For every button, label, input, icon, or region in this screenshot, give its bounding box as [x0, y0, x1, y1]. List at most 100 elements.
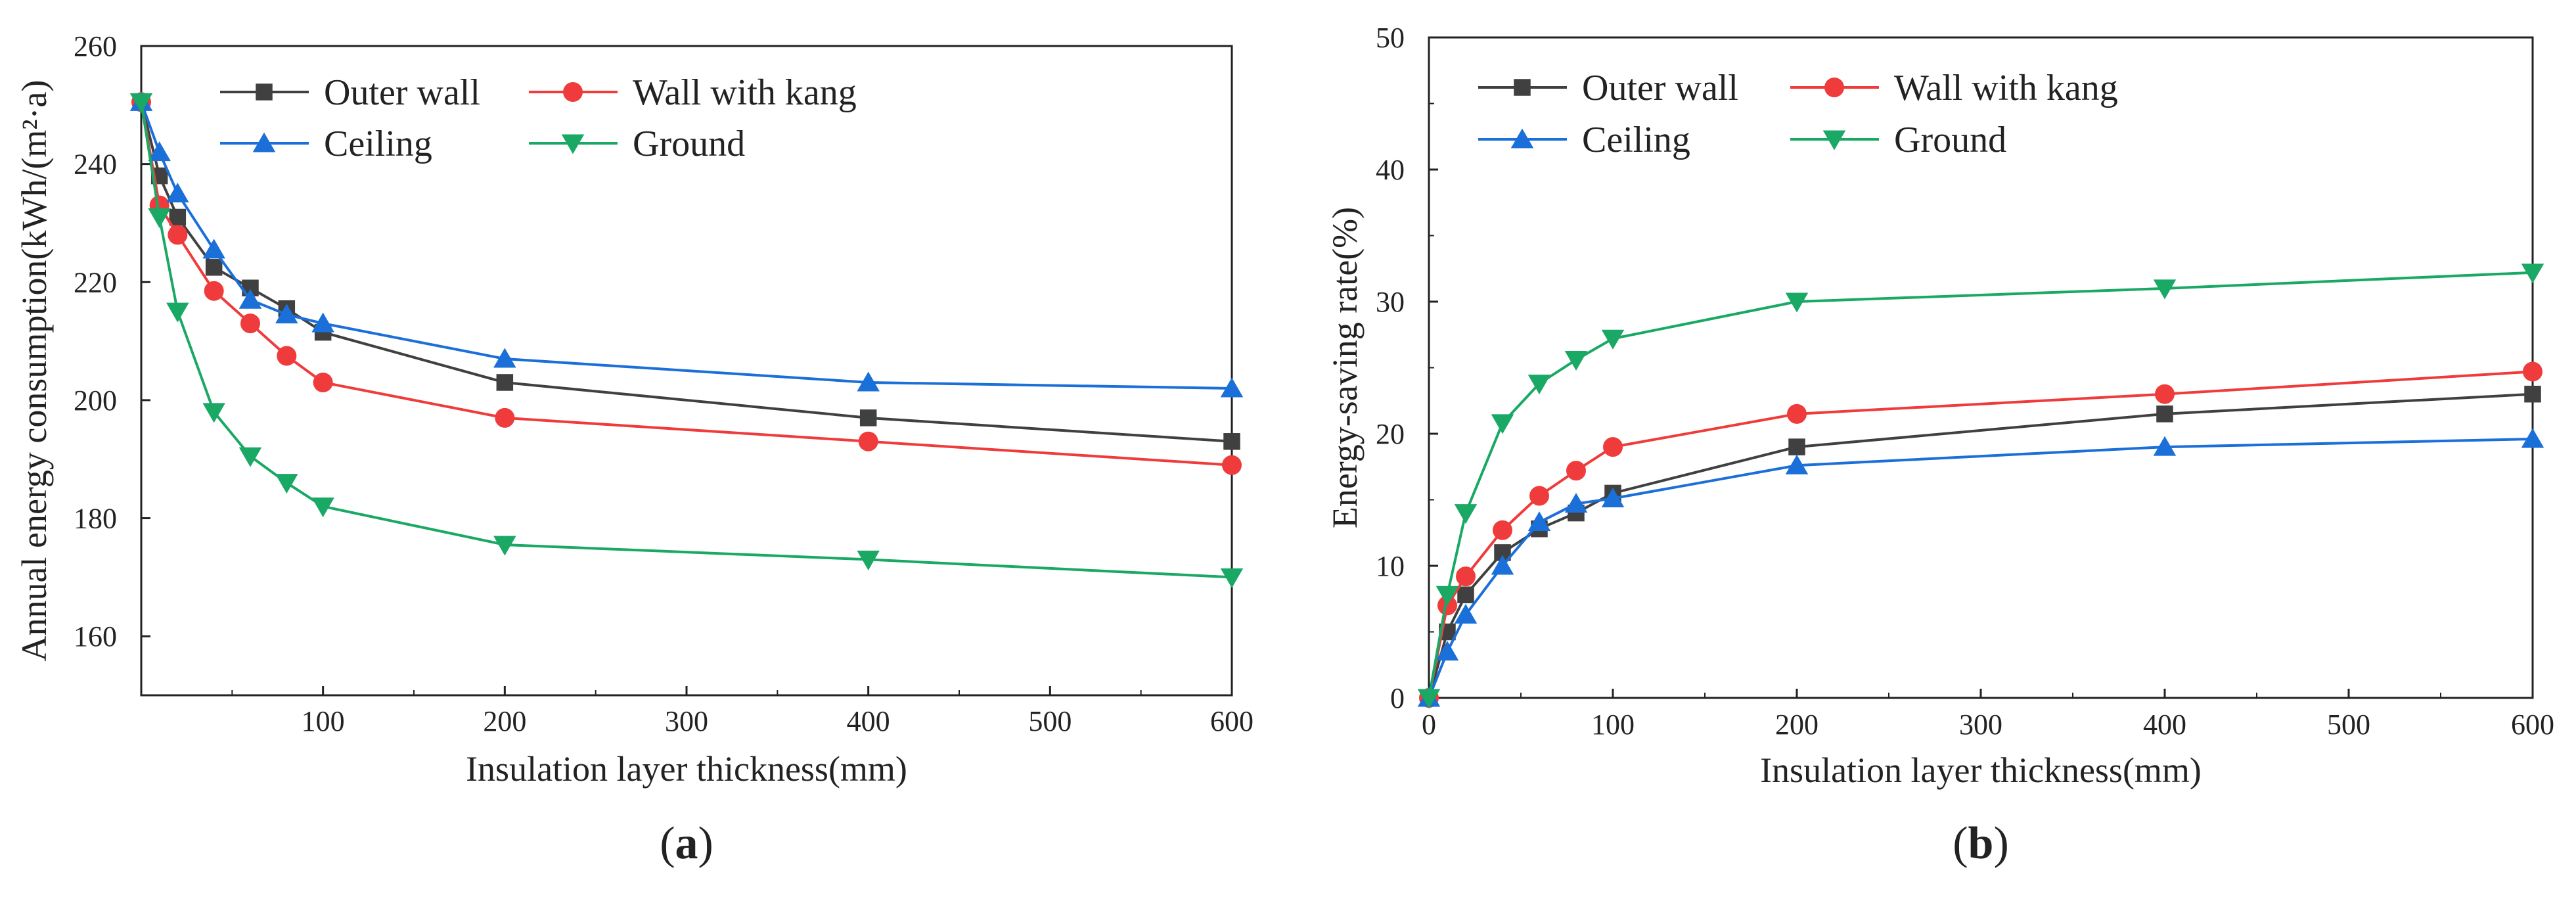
- data-point: [493, 348, 516, 368]
- data-point: [275, 474, 298, 494]
- data-point: [2153, 279, 2177, 300]
- y-tick-label: 260: [74, 30, 117, 62]
- legend-label: Outer wall: [324, 72, 480, 113]
- data-point: [1566, 461, 1586, 481]
- data-point: [1491, 414, 1514, 434]
- legend-item: Wall with kang: [1790, 68, 2118, 108]
- data-point: [858, 431, 878, 451]
- data-point: [1527, 511, 1551, 532]
- panel-label-open-paren: (: [660, 818, 675, 869]
- chart-panel-a: 100 200 300 400 500 600 160 180 200 220 240 260 Insu…: [14, 30, 1254, 869]
- legend-marker: [1514, 79, 1531, 96]
- series-line: [1428, 370, 2533, 699]
- data-point: [1456, 566, 1476, 587]
- x-tick-label: 500: [2327, 708, 2370, 741]
- x-tick-label: 600: [1210, 705, 1254, 737]
- x-tick-label: 200: [1775, 708, 1819, 741]
- legend-marker: [1822, 130, 1846, 150]
- series-wall-with-kang: [131, 92, 1242, 475]
- panel-label: (a): [660, 818, 713, 869]
- data-point: [204, 281, 224, 301]
- series-ground: [1417, 264, 2544, 709]
- series-wall-with-kang: [1419, 361, 2542, 708]
- legend-item: Wall with kang: [529, 72, 857, 113]
- data-point: [1493, 520, 1512, 540]
- data-point: [166, 183, 189, 203]
- data-point: [1788, 438, 1805, 455]
- data-point: [311, 312, 334, 333]
- data-point: [1785, 292, 1809, 313]
- y-tick-label: 20: [1376, 418, 1405, 450]
- series-line: [140, 101, 1232, 467]
- y-axis-title: Annual energy consumption(kWh/(m²·a): [14, 80, 54, 662]
- data-point: [2153, 436, 2177, 456]
- series-line: [140, 101, 1232, 443]
- x-tick-label: 400: [2143, 708, 2186, 741]
- data-point: [495, 407, 515, 428]
- legend-item: Ceiling: [1478, 120, 1690, 160]
- data-point: [1601, 329, 1625, 350]
- y-tick-label: 50: [1376, 22, 1405, 54]
- series-line: [140, 101, 1232, 390]
- series-ceiling: [1417, 428, 2544, 707]
- legend-marker: [561, 134, 585, 154]
- legend-item: Ceiling: [220, 124, 432, 164]
- data-point: [1417, 689, 1441, 709]
- data-point: [1601, 487, 1625, 507]
- series-outer-wall: [1420, 385, 2541, 706]
- x-tick-label: 100: [1591, 708, 1635, 741]
- data-point: [202, 403, 225, 423]
- legend-label: Ground: [1894, 120, 2006, 160]
- legend-marker: [563, 82, 583, 102]
- legend-label: Ground: [633, 124, 745, 164]
- legend-item: Ground: [1790, 120, 2006, 160]
- data-point: [857, 550, 880, 570]
- series-line: [1428, 271, 2533, 699]
- data-point: [1529, 486, 1549, 506]
- legend-item: Ground: [529, 124, 745, 164]
- y-tick-label: 10: [1376, 550, 1405, 582]
- y-tick-label: 160: [74, 620, 117, 653]
- x-tick-label: 300: [1959, 708, 2002, 741]
- panel-label-open-paren: (: [1953, 818, 1968, 869]
- data-point: [2521, 264, 2544, 284]
- data-point: [1435, 641, 1459, 661]
- data-point: [129, 93, 153, 113]
- y-tick-label: 30: [1376, 286, 1405, 318]
- data-point: [313, 372, 333, 392]
- data-point: [148, 208, 171, 228]
- x-tick-label: 100: [302, 705, 345, 737]
- x-axis-title: Insulation layer thickness(mm): [1760, 750, 2202, 790]
- data-point: [202, 239, 225, 259]
- data-point: [275, 304, 298, 324]
- legend-label: Wall with kang: [1894, 68, 2118, 108]
- legend-item: Outer wall: [1478, 68, 1738, 108]
- legend-label: Ceiling: [1582, 120, 1690, 160]
- data-point: [1785, 454, 1809, 474]
- legend-marker: [1824, 78, 1844, 97]
- data-point: [311, 497, 334, 518]
- panel-label-close-paren: ): [698, 818, 713, 869]
- y-tick-label: 200: [74, 384, 117, 417]
- y-tick-label: 40: [1376, 154, 1405, 186]
- data-point: [496, 374, 514, 391]
- data-point: [277, 346, 297, 366]
- data-point: [857, 371, 880, 392]
- legend: Outer wall Wall with kang Ceiling Ground: [220, 72, 857, 164]
- data-point: [1564, 350, 1588, 371]
- x-tick-label: 500: [1028, 705, 1072, 737]
- data-point: [2156, 405, 2173, 423]
- data-point: [1603, 437, 1623, 457]
- data-point: [166, 302, 189, 323]
- data-point: [1454, 603, 1478, 624]
- data-point: [238, 288, 262, 309]
- data-point: [169, 208, 187, 226]
- x-tick-label: 300: [665, 705, 708, 737]
- series-ceiling: [129, 91, 1244, 398]
- data-point: [205, 259, 223, 276]
- legend-marker: [252, 132, 276, 152]
- panel-label-close-paren: ): [1993, 818, 2008, 869]
- panel-label-letter: b: [1968, 818, 1994, 869]
- data-point: [2521, 428, 2544, 448]
- legend: Outer wall Wall with kang Ceiling Ground: [1478, 68, 2118, 160]
